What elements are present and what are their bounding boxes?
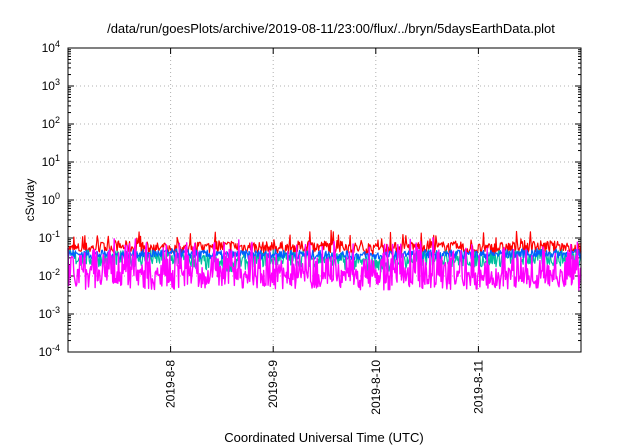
y-axis-label: cSv/day	[23, 179, 37, 222]
y-tick-label: 103	[42, 77, 60, 93]
x-axis-label: Coordinated Universal Time (UTC)	[224, 430, 423, 445]
x-tick-label: 2019-8-8	[164, 360, 178, 408]
series-line-3	[67, 248, 582, 261]
x-tick-label: 2019-8-10	[369, 360, 383, 415]
y-tick-label: 102	[42, 115, 60, 131]
x-tick-label: 2019-8-9	[266, 360, 280, 408]
plot-frame	[67, 47, 582, 353]
grid-lines	[68, 48, 581, 352]
y-tick-label: 100	[42, 191, 60, 207]
y-tick-label: 10-3	[39, 305, 60, 321]
y-tick-label: 10-4	[39, 343, 60, 359]
y-tick-label: 10-2	[39, 267, 60, 283]
y-tick-label: 10-1	[39, 229, 60, 245]
series-line-1	[67, 229, 582, 256]
chart-title: /data/run/goesPlots/archive/2019-08-11/2…	[107, 21, 555, 36]
series-line-4	[67, 237, 582, 291]
axis-ticks: 10-4 10-3 10-2 10-1 100 101 102 103 104 2019-8-8 2…	[39, 39, 581, 415]
x-tick-label: 2019-8-11	[471, 360, 485, 414]
y-tick-label: 101	[42, 153, 60, 169]
data-series	[67, 229, 582, 291]
y-tick-label: 104	[42, 39, 60, 55]
